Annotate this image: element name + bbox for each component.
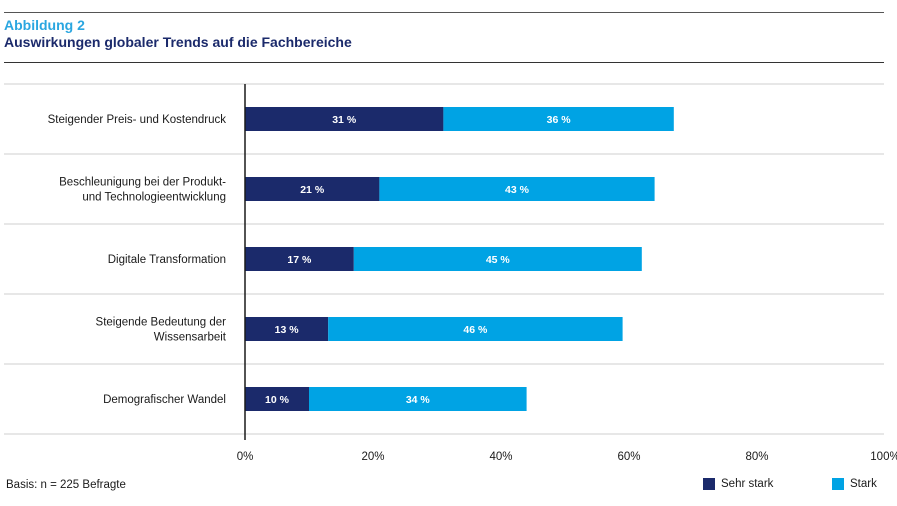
legend-label-sehr-stark: Sehr stark xyxy=(721,478,774,490)
bar-stark xyxy=(353,247,642,271)
data-label: 10 % xyxy=(265,394,290,406)
basis-note: Basis: n = 225 Befragte xyxy=(6,479,126,491)
x-tick-label: 100% xyxy=(870,451,897,463)
bar-stark xyxy=(379,177,655,201)
bar-sehr-stark xyxy=(245,247,354,271)
category-label: Beschleunigung bei der Produkt-und Techn… xyxy=(59,177,226,204)
category-label: Demografischer Wandel xyxy=(103,394,226,406)
category-label: Steigende Bedeutung der Wissensarbeit xyxy=(96,317,227,344)
legend-swatch-sehr-stark xyxy=(703,478,715,490)
data-label: 43 % xyxy=(505,184,530,196)
data-label: 46 % xyxy=(463,324,488,336)
x-tick-label: 40% xyxy=(489,451,512,463)
legend-item-stark: Stark xyxy=(832,478,877,490)
data-label: 21 % xyxy=(300,184,325,196)
bar-stark xyxy=(443,107,674,131)
bar-stark xyxy=(328,317,623,341)
category-label: Steigender Preis- und Kostendruck xyxy=(48,114,227,126)
x-tick-label: 0% xyxy=(237,451,254,463)
bar-stark xyxy=(309,387,527,411)
bar-sehr-stark xyxy=(245,177,380,201)
x-tick-label: 80% xyxy=(745,451,768,463)
category-label: Digitale Transformation xyxy=(108,254,226,266)
data-label: 45 % xyxy=(486,254,511,266)
x-tick-label: 20% xyxy=(361,451,384,463)
title-rule xyxy=(4,62,884,63)
top-rule xyxy=(4,12,884,13)
figure-number: Abbildung 2 xyxy=(4,17,85,33)
legend-label-stark: Stark xyxy=(850,478,877,490)
data-label: 17 % xyxy=(287,254,312,266)
legend-swatch-stark xyxy=(832,478,844,490)
chart-title: Auswirkungen globaler Trends auf die Fac… xyxy=(4,34,352,50)
legend-item-sehr-stark: Sehr stark xyxy=(703,478,773,490)
data-label: 31 % xyxy=(332,114,357,126)
bar-sehr-stark xyxy=(245,317,329,341)
data-label: 36 % xyxy=(547,114,572,126)
bar-sehr-stark xyxy=(245,107,444,131)
data-label: 13 % xyxy=(275,324,300,336)
bar-sehr-stark xyxy=(245,387,309,411)
x-tick-label: 60% xyxy=(617,451,640,463)
data-label: 34 % xyxy=(406,394,431,406)
